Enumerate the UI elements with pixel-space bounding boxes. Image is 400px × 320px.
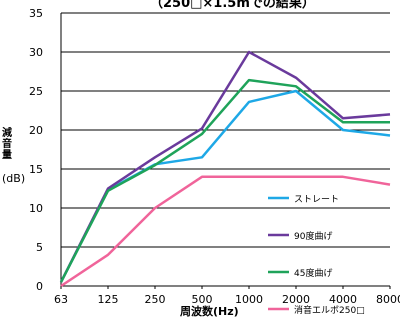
y-tick-label: 30 <box>29 46 43 59</box>
series-line-3 <box>59 78 390 283</box>
legend-label: ストレート <box>294 195 339 205</box>
series-line-2 <box>59 50 391 283</box>
y-tick-label: 5 <box>36 241 43 254</box>
y-axis-unit: (dB) <box>2 172 26 185</box>
x-tick-label: 125 <box>98 293 119 306</box>
series-line-4 <box>60 175 391 288</box>
y-tick-label: 15 <box>29 163 43 176</box>
y-tick-label: 20 <box>29 124 43 137</box>
legend-label: 45度曲げ <box>294 267 332 279</box>
x-tick-label: 4000 <box>329 293 357 306</box>
x-tick-label: 8000 <box>376 293 400 306</box>
y-axis-label: 減音量 <box>2 128 12 161</box>
x-tick-label: 63 <box>54 293 68 306</box>
legend-label: 90度曲げ <box>294 230 332 242</box>
x-axis-label: 周波数(Hz) <box>180 305 239 318</box>
y-tick-label: 25 <box>29 85 43 98</box>
y-tick-label: 0 <box>36 280 43 293</box>
legend-label: 消音エルボ250□ <box>294 304 365 316</box>
y-tick-label: 10 <box>29 202 43 215</box>
chart-title: （250□×1.5mでの結果） <box>150 0 315 11</box>
x-tick-label: 1000 <box>235 293 263 306</box>
x-tick-label: 500 <box>192 293 213 306</box>
y-tick-label: 35 <box>29 7 43 20</box>
x-tick-label: 2000 <box>282 293 310 306</box>
x-tick-label: 250 <box>145 293 166 306</box>
